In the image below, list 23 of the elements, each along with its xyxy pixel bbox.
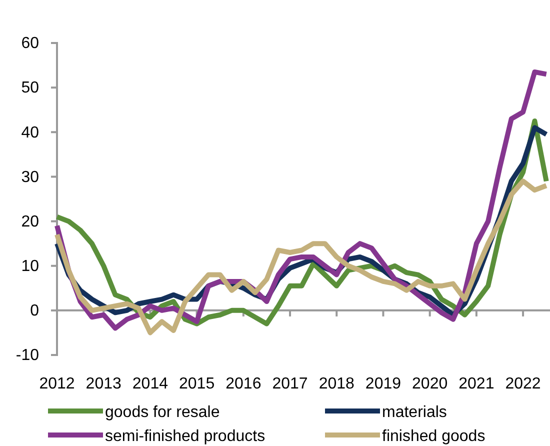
y-tick-label: -10: [16, 347, 40, 364]
x-tick-label: 2019: [365, 375, 402, 392]
y-tick-label: 50: [21, 80, 40, 97]
x-tick-label: 2013: [86, 375, 122, 392]
x-tick-label: 2021: [458, 375, 494, 392]
y-tick-label: 40: [21, 124, 40, 142]
y-tick-label: 10: [21, 258, 40, 275]
legend-label: semi-finished products: [105, 428, 266, 445]
legend-label: goods for resale: [105, 404, 220, 421]
legend-label: finished goods: [382, 428, 486, 445]
y-tick-label: 0: [30, 302, 40, 320]
x-tick-label: 2018: [318, 375, 355, 392]
x-tick-label: 2020: [412, 375, 448, 392]
x-tick-label: 2014: [132, 375, 168, 392]
x-tick-label: 2022: [505, 375, 541, 392]
y-tick-label: 60: [21, 35, 40, 52]
y-tick-label: 30: [21, 168, 40, 186]
x-tick-label: 2012: [39, 375, 75, 392]
x-tick-label: 2016: [226, 375, 262, 392]
y-tick-label: 20: [21, 213, 40, 230]
x-tick-label: 2017: [272, 375, 308, 392]
legend-label: materials: [382, 404, 447, 421]
x-tick-label: 2015: [179, 375, 215, 392]
